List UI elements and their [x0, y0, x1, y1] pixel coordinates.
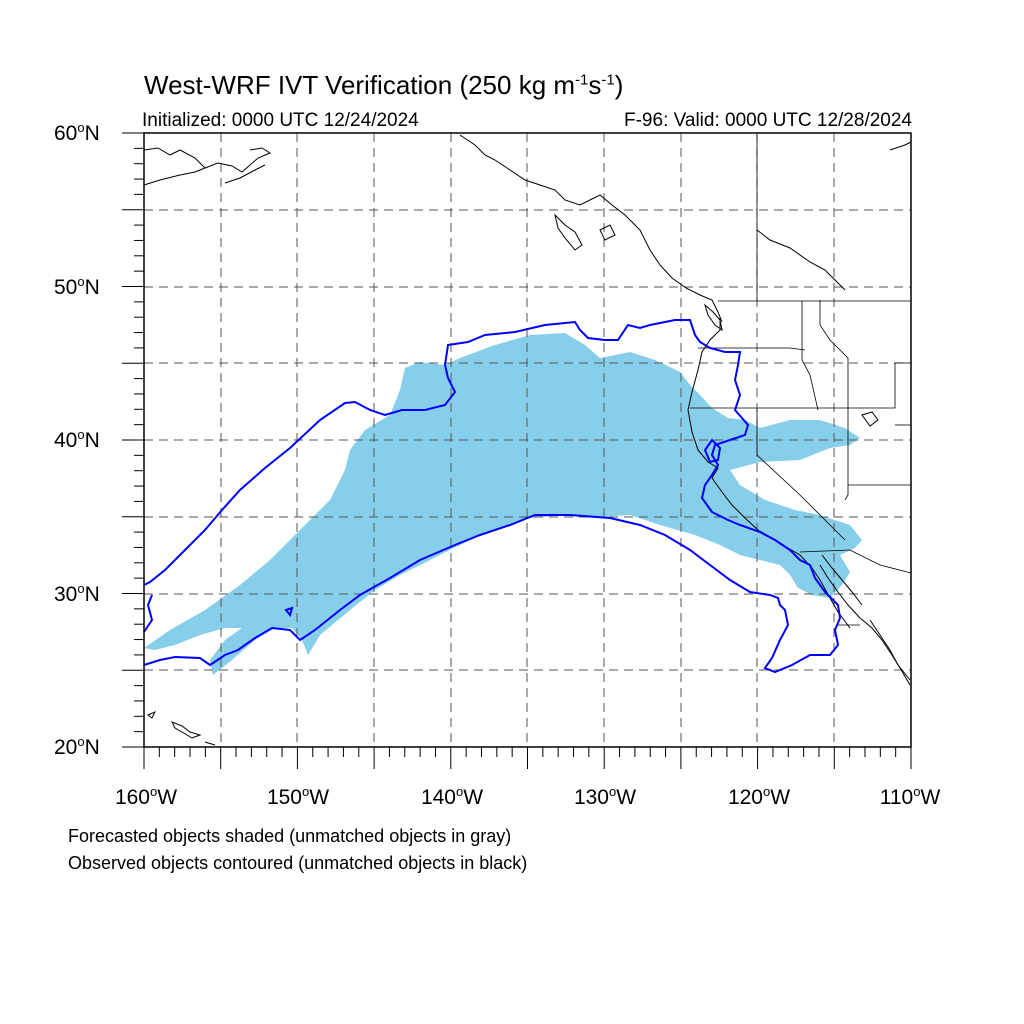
init-time-label: Initialized: 0000 UTC 12/24/2024 [142, 110, 419, 131]
valid-time-label: F-96: Valid: 0000 UTC 12/28/2024 [624, 110, 912, 131]
observed-contour-bay-loop [703, 438, 722, 464]
lat-label-60n: 60oN [54, 120, 100, 145]
observed-object-contour [143, 319, 842, 674]
map-frame [143, 132, 912, 748]
footer-forecast-note: Forecasted objects shaded (unmatched obj… [68, 826, 512, 846]
map-title: West-WRF IVT Verification (250 kg m-1s-1… [144, 70, 624, 100]
footer-observed-note: Observed objects contoured (unmatched ob… [68, 853, 528, 873]
lon-label-130w: 130oW [573, 784, 637, 809]
lon-label-120w: 120oW [727, 784, 791, 809]
coastlines [143, 134, 912, 746]
lon-label-150w: 150oW [266, 784, 330, 809]
lat-label-20n: 20oN [54, 734, 100, 759]
graticule [144, 133, 911, 747]
political-boundaries [690, 133, 912, 626]
lat-label-30n: 30oN [54, 581, 100, 606]
lat-label-40n: 40oN [54, 427, 100, 452]
lat-label-50n: 50oN [54, 274, 100, 299]
observed-contour-left-lobe [143, 594, 154, 633]
axis-ticks [122, 132, 912, 769]
forecast-object-shading [144, 333, 862, 675]
lon-label-160w: 160oW [114, 784, 178, 809]
lon-label-110w: 110oW [879, 784, 941, 809]
lon-label-140w: 140oW [420, 784, 484, 809]
observed-contour-small-island [284, 606, 294, 618]
